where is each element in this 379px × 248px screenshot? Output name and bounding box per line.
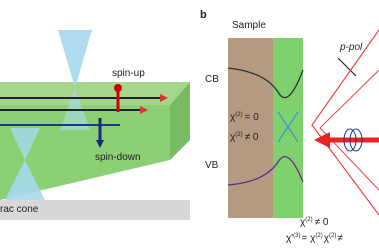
panel-letter: b <box>200 9 207 21</box>
cone-label: rac cone <box>0 204 39 215</box>
spin-down-label: spin-down <box>95 152 141 163</box>
vb-label: VB <box>205 160 219 171</box>
sample-label: Sample <box>232 20 266 31</box>
cb-label: CB <box>205 74 219 85</box>
figure: spin-up spin-down rac cone b Sample CB V… <box>0 0 379 248</box>
chi-bulk: χ(2)= 0 <box>230 112 259 123</box>
spin-up-label: spin-up <box>112 68 145 79</box>
beam-in-out <box>312 30 379 215</box>
beam-in-out <box>320 70 379 190</box>
slab-top <box>0 82 190 105</box>
thick-beam-head <box>314 132 330 148</box>
footer-line2: χ'(3)= χ(2)χ(2)≠ <box>286 233 343 244</box>
panel-b: b Sample CB VB χ(2)= 0 χ(2)≠ 0 p-pol χ(2… <box>200 9 379 244</box>
chi-surface: χ(2)≠ 0 <box>230 132 259 143</box>
cone-top <box>58 30 92 88</box>
footer-line1: χ(2)≠ 0 <box>300 217 329 228</box>
panel-a: spin-up spin-down rac cone <box>0 30 190 220</box>
spin-up-head <box>114 84 122 92</box>
polarization-label: p-pol <box>339 42 363 53</box>
bulk <box>228 38 273 218</box>
